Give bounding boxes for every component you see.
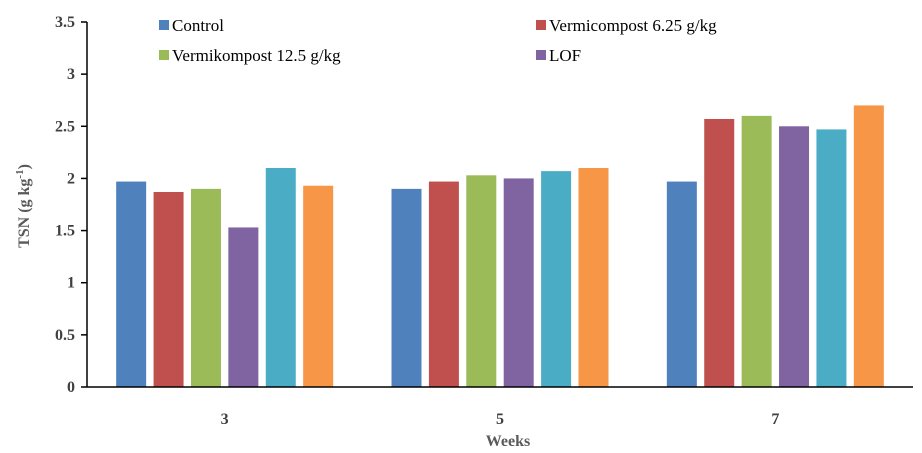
- legend-swatch: [536, 20, 546, 30]
- legend-label: LOF: [549, 46, 581, 65]
- bar: [153, 191, 184, 387]
- bar: [503, 178, 534, 387]
- legend-swatch: [159, 50, 169, 60]
- y-axis-title-main: TSN (g kg: [16, 179, 33, 248]
- bar: [704, 118, 735, 387]
- y-tick-label: 2.5: [55, 118, 75, 135]
- y-tick-label: 0: [67, 379, 75, 396]
- bar: [391, 188, 422, 387]
- bar: [228, 227, 259, 387]
- y-axis-title-superscript: -1: [14, 169, 26, 178]
- legend-label: Vermicompost 6.25 g/kg: [549, 16, 717, 35]
- bar: [265, 168, 296, 387]
- bar: [190, 188, 221, 387]
- bar: [541, 171, 572, 387]
- y-axis-title: TSN (g kg-1): [14, 164, 33, 248]
- bars-group: [116, 105, 884, 388]
- y-tick-label: 0.5: [55, 327, 75, 344]
- legend-label: Vermikompost 12.5 g/kg: [172, 46, 341, 65]
- bar: [853, 105, 884, 387]
- x-tick-label: 5: [496, 411, 504, 428]
- bar: [779, 126, 810, 388]
- bar: [116, 181, 147, 387]
- y-tick-label: 2: [67, 170, 75, 187]
- x-tick-label: 7: [771, 411, 779, 428]
- x-tick-labels: 3 5 7: [221, 411, 780, 428]
- y-tick-marks: [81, 21, 87, 388]
- legend: Control Vermicompost 6.25 g/kg Vermikompos…: [159, 16, 717, 65]
- x-axis-title: Weeks: [486, 433, 530, 450]
- bar: [741, 115, 772, 387]
- y-tick-labels: 0 0.5 1 1.5 2 2.5 3 3.5: [55, 14, 75, 396]
- y-axis-title-suffix: ): [16, 164, 33, 169]
- legend-label: Control: [172, 16, 224, 35]
- bar: [303, 185, 334, 387]
- x-tick-label: 3: [221, 411, 229, 428]
- legend-swatch: [536, 50, 546, 60]
- y-tick-label: 1: [67, 275, 75, 292]
- bar: [428, 181, 459, 387]
- legend-swatch: [159, 20, 169, 30]
- y-tick-label: 3.5: [55, 14, 75, 31]
- bar: [578, 168, 609, 387]
- y-tick-label: 1.5: [55, 223, 75, 240]
- bar: [816, 129, 847, 387]
- bar: [466, 175, 497, 387]
- y-tick-label: 3: [67, 66, 75, 83]
- bar: [666, 181, 697, 387]
